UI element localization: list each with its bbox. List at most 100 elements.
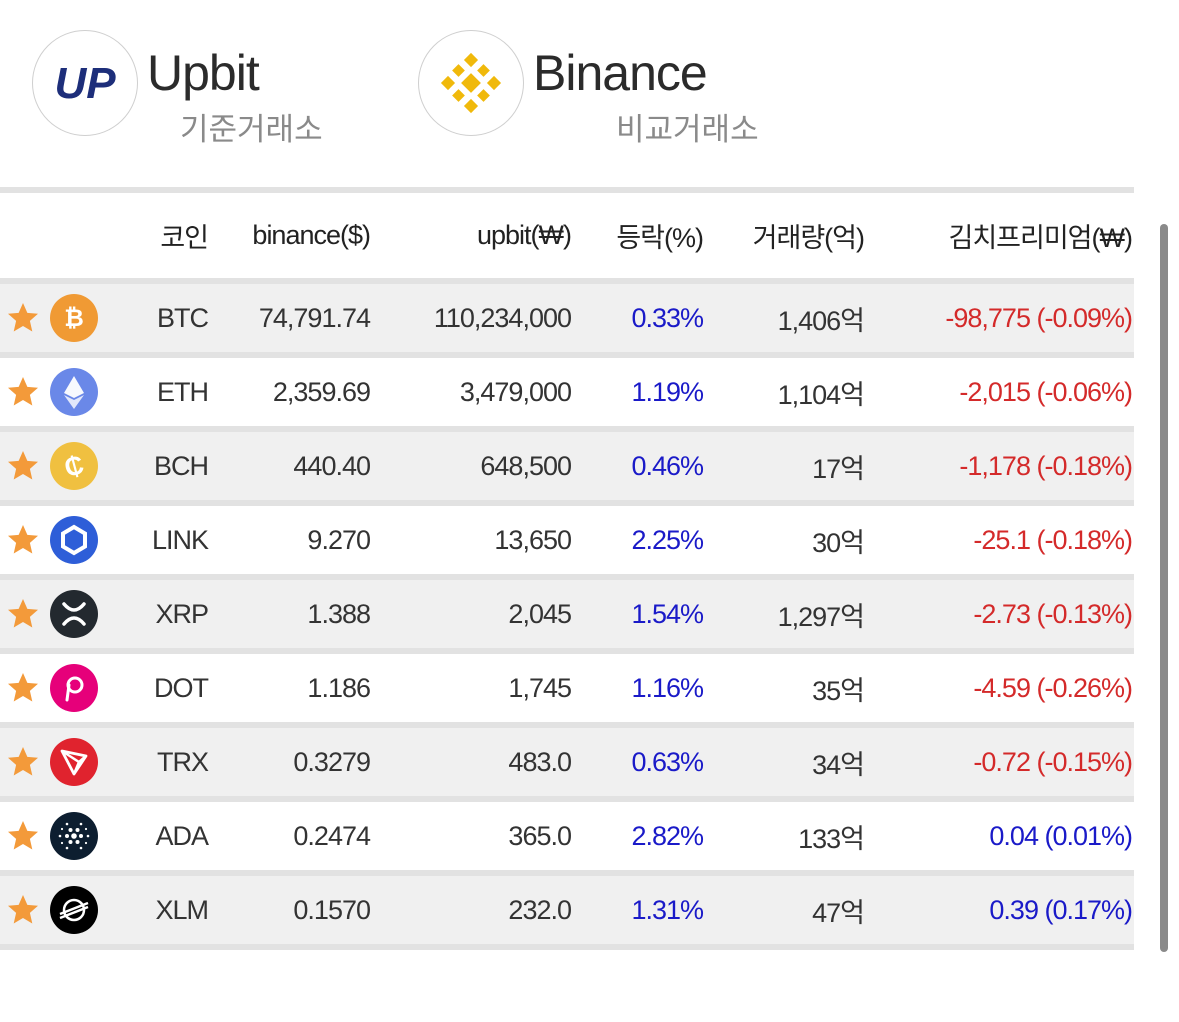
trade-volume: 17억 xyxy=(812,453,865,484)
trade-volume: 47억 xyxy=(812,897,865,928)
stellar-icon xyxy=(50,886,98,934)
kimchi-premium: -0.72 (-0.15%) xyxy=(973,746,1133,777)
table-row[interactable]: XRP 1.388 2,045 1.54% 1,297억 -2.73 (-0.1… xyxy=(0,580,1134,654)
binance-logo xyxy=(418,30,524,136)
favorite-star-icon[interactable] xyxy=(5,448,41,484)
compare-exchange-name: Binance xyxy=(533,45,708,101)
header-binance[interactable]: binance($) xyxy=(252,220,371,250)
upbit-price: 232.0 xyxy=(508,894,572,925)
compare-exchange-label: 비교거래소 xyxy=(616,112,759,147)
premium-table: 코인 binance($) upbit(₩) 등락(%) 거래량(억) 김치프리… xyxy=(0,187,1134,950)
table-body: ₿ BTC 74,791.74 110,234,000 0.33% 1,406억… xyxy=(0,284,1134,950)
trade-volume: 1,406억 xyxy=(777,305,865,336)
scrollbar[interactable] xyxy=(1160,224,1168,952)
change-percent: 1.31% xyxy=(631,894,704,925)
table-row[interactable]: LINK 9.270 13,650 2.25% 30억 -25.1 (-0.18… xyxy=(0,506,1134,580)
trade-volume: 30억 xyxy=(812,527,865,558)
header-coin[interactable]: 코인 xyxy=(160,223,209,253)
favorite-star-icon[interactable] xyxy=(5,300,41,336)
binance-price: 2,359.69 xyxy=(272,376,371,407)
trade-volume: 1,297억 xyxy=(777,601,865,632)
coin-symbol[interactable]: BCH xyxy=(153,450,209,481)
favorite-star-icon[interactable] xyxy=(5,596,41,632)
kimchi-premium: 0.39 (0.17%) xyxy=(989,894,1133,925)
favorite-star-icon[interactable] xyxy=(5,818,41,854)
cardano-icon xyxy=(50,812,98,860)
table-row[interactable]: TRX 0.3279 483.0 0.63% 34억 -0.72 (-0.15%… xyxy=(0,728,1134,802)
binance-price: 0.3279 xyxy=(293,746,371,777)
ethereum-icon xyxy=(50,368,98,416)
favorite-star-icon[interactable] xyxy=(5,892,41,928)
table-row[interactable]: DOT 1.186 1,745 1.16% 35억 -4.59 (-0.26%) xyxy=(0,654,1134,728)
upbit-price: 365.0 xyxy=(508,820,572,851)
coin-symbol[interactable]: TRX xyxy=(157,746,209,777)
trade-volume: 35억 xyxy=(812,675,865,706)
table-top-divider xyxy=(0,187,1134,193)
favorite-star-icon[interactable] xyxy=(5,522,41,558)
polkadot-icon xyxy=(50,664,98,712)
xrp-icon xyxy=(50,590,98,638)
table-row[interactable]: ETH 2,359.69 3,479,000 1.19% 1,104억 -2,0… xyxy=(0,358,1134,432)
change-percent: 2.25% xyxy=(631,524,704,555)
change-percent: 1.19% xyxy=(631,376,704,407)
binance-price: 1.388 xyxy=(307,598,371,629)
upbit-price: 3,479,000 xyxy=(459,376,572,407)
base-exchange-name: Upbit xyxy=(147,45,260,101)
coin-symbol[interactable]: XRP xyxy=(155,598,209,629)
binance-price: 440.40 xyxy=(293,450,371,481)
header-kimchi-premium[interactable]: 김치프리미엄(₩) xyxy=(948,223,1133,253)
table-row[interactable]: ADA 0.2474 365.0 2.82% 133억 0.04 (0.01%) xyxy=(0,802,1134,876)
favorite-star-icon[interactable] xyxy=(5,374,41,410)
binance-price: 74,791.74 xyxy=(258,302,371,333)
coin-symbol[interactable]: DOT xyxy=(154,672,209,703)
change-percent: 1.54% xyxy=(631,598,704,629)
kimchi-premium: -98,775 (-0.09%) xyxy=(945,302,1133,333)
coin-symbol[interactable]: XLM xyxy=(155,894,209,925)
header-volume[interactable]: 거래량(억) xyxy=(752,223,865,253)
binance-price: 9.270 xyxy=(307,524,371,555)
coin-symbol[interactable]: LINK xyxy=(151,524,209,555)
binance-price: 1.186 xyxy=(307,672,371,703)
base-exchange-label: 기준거래소 xyxy=(180,112,323,147)
coin-symbol[interactable]: BTC xyxy=(157,302,209,333)
favorite-star-icon[interactable] xyxy=(5,744,41,780)
upbit-logo-text: UP xyxy=(54,59,116,108)
chainlink-icon xyxy=(50,516,98,564)
upbit-price: 110,234,000 xyxy=(433,302,572,333)
bitcoin-cash-icon: ₵ xyxy=(50,442,98,490)
table-row[interactable]: ₿ BTC 74,791.74 110,234,000 0.33% 1,406억… xyxy=(0,284,1134,358)
upbit-price: 648,500 xyxy=(480,450,572,481)
upbit-price: 2,045 xyxy=(508,598,572,629)
tron-icon xyxy=(50,738,98,786)
header-change[interactable]: 등락(%) xyxy=(616,223,704,253)
trade-volume: 133억 xyxy=(798,823,865,854)
favorite-star-icon[interactable] xyxy=(5,670,41,706)
table-row[interactable]: XLM 0.1570 232.0 1.31% 47억 0.39 (0.17%) xyxy=(0,876,1134,950)
header-upbit[interactable]: upbit(₩) xyxy=(476,220,572,250)
kimchi-premium: -2,015 (-0.06%) xyxy=(959,376,1133,407)
kimchi-premium: 0.04 (0.01%) xyxy=(989,820,1133,851)
table-row[interactable]: ₵ BCH 440.40 648,500 0.46% 17억 -1,178 (-… xyxy=(0,432,1134,506)
upbit-logo: UP xyxy=(32,30,138,136)
table-header: 코인 binance($) upbit(₩) 등락(%) 거래량(억) 김치프리… xyxy=(0,193,1134,284)
coin-symbol[interactable]: ADA xyxy=(155,820,209,851)
bitcoin-icon: ₿ xyxy=(50,294,98,342)
trade-volume: 1,104억 xyxy=(777,379,865,410)
svg-text:₿: ₿ xyxy=(64,305,84,332)
kimchi-premium: -2.73 (-0.13%) xyxy=(973,598,1133,629)
change-percent: 0.63% xyxy=(631,746,704,777)
kimchi-premium: -25.1 (-0.18%) xyxy=(973,524,1133,555)
change-percent: 0.33% xyxy=(631,302,704,333)
binance-price: 0.1570 xyxy=(293,894,371,925)
kimchi-premium: -1,178 (-0.18%) xyxy=(959,450,1133,481)
kimchi-premium: -4.59 (-0.26%) xyxy=(973,672,1133,703)
change-percent: 0.46% xyxy=(631,450,704,481)
upbit-price: 483.0 xyxy=(508,746,572,777)
change-percent: 1.16% xyxy=(631,672,704,703)
coin-symbol[interactable]: ETH xyxy=(157,376,209,407)
trade-volume: 34억 xyxy=(812,749,865,780)
change-percent: 2.82% xyxy=(631,820,704,851)
upbit-price: 13,650 xyxy=(494,524,572,555)
upbit-price: 1,745 xyxy=(508,672,572,703)
binance-price: 0.2474 xyxy=(293,820,371,851)
